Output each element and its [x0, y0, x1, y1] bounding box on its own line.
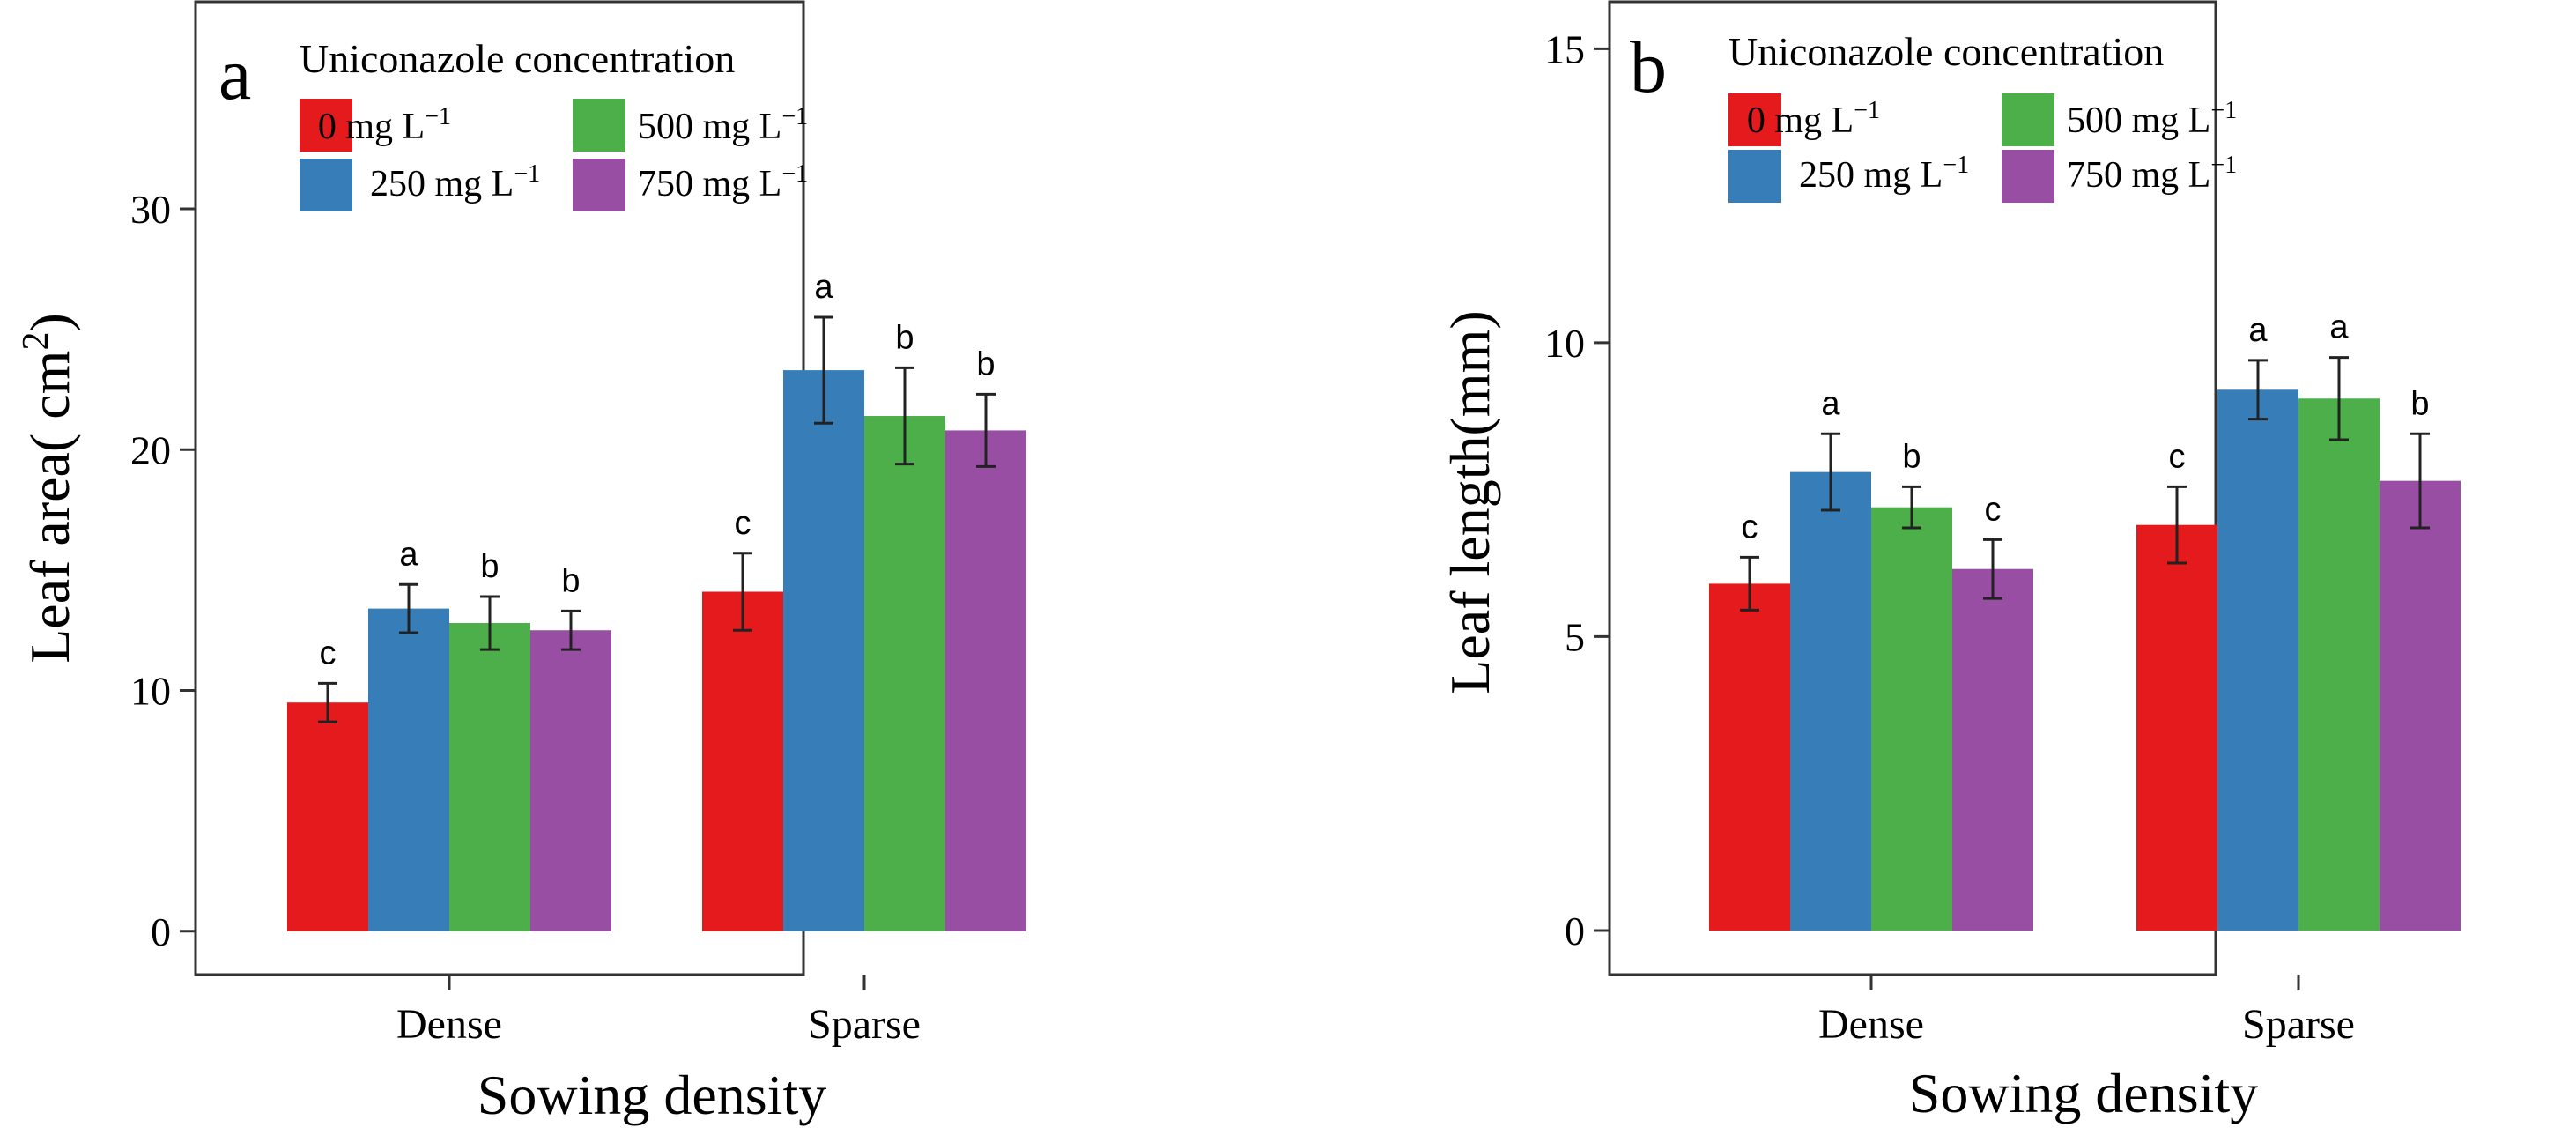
significance-letter: c — [1985, 491, 2002, 528]
bar — [783, 370, 864, 931]
bars: c a b c c a a b — [1709, 309, 2461, 931]
bar — [2136, 524, 2217, 931]
legend-label-2: 250 mg L−1 — [1799, 152, 1969, 196]
y-axis-title: Leaf area( cm2) — [16, 313, 81, 664]
y-axis: 0 10 20 30 — [130, 187, 196, 954]
legend-swatch-0 — [1728, 93, 1781, 146]
significance-letter: a — [399, 536, 418, 573]
x-axis-title: Sowing density — [1909, 1062, 2258, 1124]
significance-letter: a — [2329, 309, 2349, 346]
y-tick-label: 10 — [1544, 321, 1585, 366]
significance-letter: a — [2248, 312, 2268, 349]
x-axis: Dense Sparse — [1818, 975, 2355, 1048]
significance-letter: c — [1742, 508, 1758, 545]
bar — [2217, 389, 2298, 931]
bar — [1871, 507, 1952, 931]
bar — [1952, 568, 2033, 931]
significance-letter: b — [2410, 385, 2429, 422]
significance-letter: b — [976, 345, 995, 382]
panel-a: a Uniconazole concentration 0 mg L−1 500… — [16, 0, 1026, 1126]
y-axis-title: Leaf length(mm) — [1439, 310, 1501, 694]
bar — [287, 702, 368, 931]
bar — [449, 623, 530, 931]
x-tick-label: Sparse — [2242, 1001, 2355, 1048]
legend-swatch-3 — [573, 159, 625, 211]
significance-letter: a — [814, 269, 833, 306]
legend-swatch-0 — [300, 99, 352, 152]
legend-label-0: 0 mg L−1 — [1747, 97, 1880, 141]
legend-title: Uniconazole concentration — [300, 36, 735, 81]
y-tick-label: 20 — [130, 427, 171, 472]
x-axis-title: Sowing density — [477, 1064, 826, 1126]
significance-letter: b — [895, 319, 914, 356]
x-axis: Dense Sparse — [396, 975, 921, 1048]
y-tick-label: 30 — [130, 187, 171, 232]
legend: Uniconazole concentration 0 mg L−1 500 m… — [300, 36, 808, 211]
significance-letter: b — [1902, 438, 1921, 475]
y-tick-label: 5 — [1565, 614, 1585, 659]
bar — [702, 591, 783, 931]
bar — [2380, 480, 2461, 931]
bar — [864, 416, 945, 931]
bar — [530, 630, 611, 931]
bar — [945, 430, 1026, 931]
legend-swatch-1 — [2002, 93, 2054, 146]
x-tick-label: Dense — [396, 1001, 502, 1048]
bar — [1790, 471, 1871, 931]
y-tick-label: 0 — [1565, 909, 1585, 953]
significance-letter: b — [561, 562, 580, 599]
plot-frame — [1608, 0, 2217, 976]
legend-label-1: 500 mg L−1 — [638, 103, 808, 147]
x-tick-label: Dense — [1818, 1001, 1924, 1048]
legend-label-3: 750 mg L−1 — [638, 160, 808, 204]
panel-label: b — [1630, 26, 1667, 108]
legend-swatch-2 — [300, 159, 352, 211]
panel-b: b Uniconazole concentration 0 mg L−1 500… — [1439, 0, 2461, 1124]
y-axis: 0 5 10 15 — [1544, 26, 1610, 953]
significance-letter: c — [2169, 438, 2186, 475]
significance-letter: a — [1821, 385, 1840, 422]
significance-letter: c — [735, 505, 751, 542]
bar — [368, 608, 449, 931]
y-tick-label: 0 — [151, 909, 171, 954]
y-tick-label: 15 — [1544, 26, 1585, 71]
significance-letter: b — [480, 548, 499, 585]
bar — [1709, 583, 1790, 931]
panel-label: a — [218, 33, 251, 115]
x-tick-label: Sparse — [808, 1001, 921, 1048]
bars: c a b b c a b b — [287, 269, 1026, 931]
legend-swatch-2 — [1728, 150, 1781, 203]
bar — [2298, 398, 2380, 931]
legend-label-0: 0 mg L−1 — [318, 103, 451, 147]
legend-swatch-3 — [2002, 150, 2054, 203]
legend-title: Uniconazole concentration — [1728, 29, 2164, 74]
legend-label-1: 500 mg L−1 — [2067, 97, 2237, 141]
legend: Uniconazole concentration 0 mg L−1 500 m… — [1728, 29, 2237, 203]
significance-letter: c — [320, 634, 337, 671]
legend-label-3: 750 mg L−1 — [2067, 152, 2237, 196]
legend-swatch-1 — [573, 99, 625, 152]
legend-label-2: 250 mg L−1 — [370, 160, 540, 204]
y-tick-label: 10 — [130, 669, 171, 714]
